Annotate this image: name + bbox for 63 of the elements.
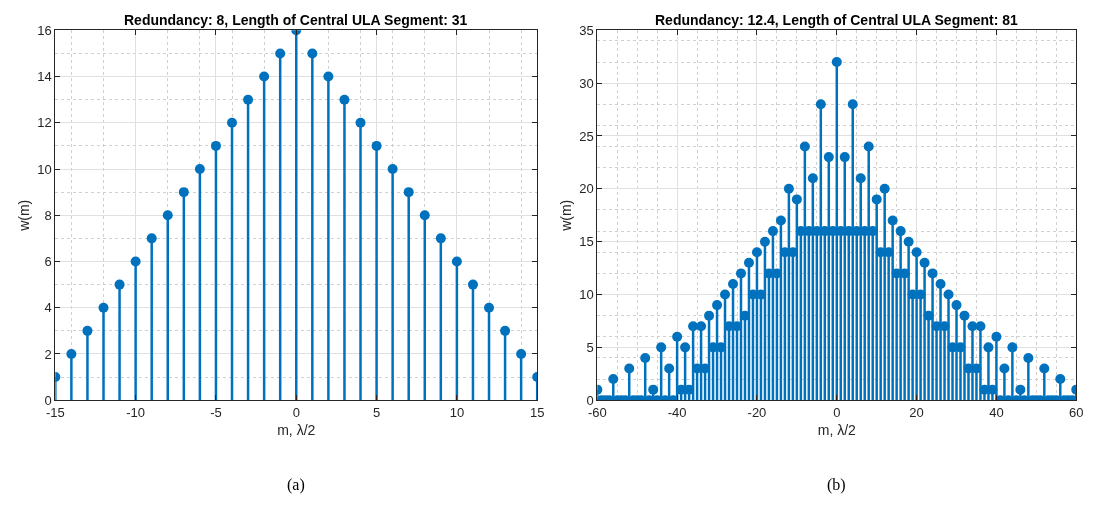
x-tick-label: 10	[449, 404, 465, 420]
y-tick-label: 30	[579, 75, 594, 91]
point	[419, 210, 430, 221]
y-tick-label: 35	[579, 22, 594, 38]
y-tick-label: 4	[44, 300, 52, 316]
y-tick-label: 20	[579, 181, 594, 197]
point	[259, 71, 270, 82]
point	[194, 164, 205, 175]
y-tick-label: 6	[44, 254, 52, 270]
point	[227, 117, 238, 128]
point	[387, 164, 398, 175]
y-tick-label: 15	[579, 234, 594, 250]
y-tick-label: 12	[37, 115, 52, 131]
point	[98, 302, 109, 313]
point	[355, 117, 366, 128]
y-tick-label: 10	[579, 287, 594, 303]
x-tick-label: 60	[1069, 404, 1084, 420]
point	[371, 140, 382, 151]
y-tick-label: 2	[44, 346, 52, 362]
point	[210, 140, 221, 151]
point	[307, 48, 318, 59]
y-tick-label: 16	[37, 22, 52, 38]
point	[451, 256, 462, 267]
point	[275, 48, 286, 59]
point	[500, 325, 511, 336]
y-tick-label: 25	[579, 128, 594, 144]
point	[66, 348, 77, 359]
point	[435, 233, 446, 244]
x-tick-label: 15	[529, 404, 545, 420]
point	[339, 94, 350, 105]
y-tick-label: 10	[37, 161, 52, 177]
x-tick-label: -10	[126, 404, 146, 420]
point	[243, 94, 254, 105]
text: (b)	[827, 476, 846, 494]
x-tick-label: -5	[210, 404, 222, 420]
point	[178, 187, 189, 198]
chart-title: Redundancy: 8, Length of Central ULA Segment: 31	[124, 12, 468, 28]
point	[467, 279, 478, 290]
point	[114, 279, 125, 290]
y-tick-label: 8	[44, 207, 52, 223]
y-tick-label: 5	[586, 339, 594, 355]
x-tick-label: 0	[833, 404, 841, 420]
y-tick-label: 14	[37, 69, 52, 85]
point	[484, 302, 495, 313]
point	[130, 256, 141, 267]
point	[403, 187, 414, 198]
x-tick-label: 20	[909, 404, 924, 420]
point	[146, 233, 157, 244]
x-tick-label: -20	[747, 404, 767, 420]
x-tick-label: 0	[292, 404, 300, 420]
point	[323, 71, 334, 82]
point	[162, 210, 173, 221]
x-tick-label: -40	[667, 404, 687, 420]
point	[516, 348, 527, 359]
y-axis-title: w(m)	[557, 199, 574, 232]
point	[82, 325, 93, 336]
x-axis-title: m, λ/2	[817, 422, 857, 439]
x-axis-title: m, λ/2	[277, 422, 316, 439]
text: (a)	[287, 476, 305, 494]
y-axis-title: w(m)	[15, 199, 32, 232]
x-tick-label: 40	[989, 404, 1004, 420]
x-tick-label: 5	[372, 404, 381, 420]
chart-title: Redundancy: 12.4, Length of Central ULA Segment: 81	[655, 12, 1018, 28]
